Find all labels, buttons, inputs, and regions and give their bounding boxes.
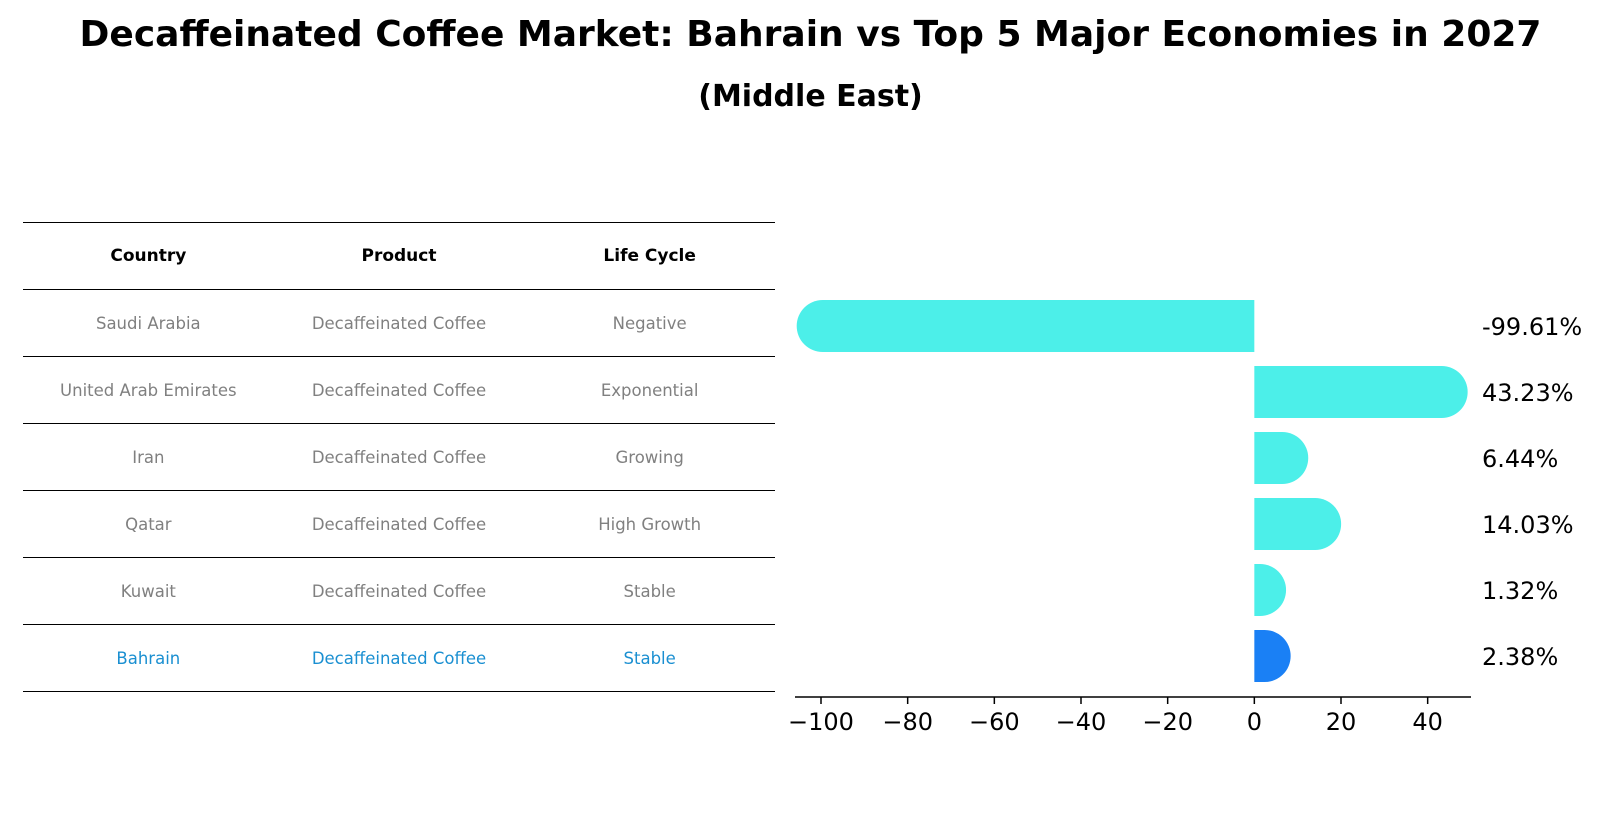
bar-united-arab-emirates	[1254, 366, 1468, 418]
cell-country: Bahrain	[23, 624, 274, 692]
cell-country: Saudi Arabia	[23, 289, 274, 357]
cell-country: Iran	[23, 423, 274, 491]
cell-life-cycle: Growing	[524, 423, 775, 491]
bar-iran	[1254, 432, 1309, 484]
table-row-highlighted: Bahrain Decaffeinated Coffee Stable	[23, 624, 775, 692]
table-row: Iran Decaffeinated Coffee Growing	[23, 423, 775, 491]
table-row: Saudi Arabia Decaffeinated Coffee Negati…	[23, 289, 775, 357]
chart-title: Decaffeinated Coffee Market: Bahrain vs …	[79, 14, 1542, 55]
table-row: United Arab Emirates Decaffeinated Coffe…	[23, 356, 775, 424]
x-tick-label: −40	[1056, 708, 1107, 736]
cell-life-cycle: Exponential	[524, 356, 775, 424]
cell-country: United Arab Emirates	[23, 356, 274, 424]
cell-country: Qatar	[23, 490, 274, 558]
header-life-cycle: Life Cycle	[524, 222, 775, 290]
bar-kuwait	[1254, 564, 1287, 616]
cell-product: Decaffeinated Coffee	[273, 423, 525, 491]
x-tick-label: −60	[969, 708, 1020, 736]
header-country: Country	[23, 222, 274, 290]
cell-life-cycle: Negative	[524, 289, 775, 357]
bar-value-label: 6.44%	[1482, 445, 1558, 473]
cell-life-cycle: Stable	[524, 624, 775, 692]
bar-bahrain	[1254, 630, 1291, 682]
cell-product: Decaffeinated Coffee	[273, 490, 525, 558]
bar-qatar	[1254, 498, 1342, 550]
table-row: Kuwait Decaffeinated Coffee Stable	[23, 557, 775, 625]
bar-value-label: 43.23%	[1482, 379, 1574, 407]
x-tick-label: 20	[1326, 708, 1357, 736]
cell-country: Kuwait	[23, 557, 274, 625]
bar-saudi-arabia	[796, 300, 1255, 352]
x-tick-label: −100	[788, 708, 854, 736]
market-table: Country Product Life Cycle Saudi Arabia …	[23, 222, 775, 692]
x-tick-label: 0	[1247, 708, 1262, 736]
cell-life-cycle: High Growth	[524, 490, 775, 558]
bar-value-label: 14.03%	[1482, 511, 1574, 539]
bar-value-label: 1.32%	[1482, 577, 1558, 605]
cell-product: Decaffeinated Coffee	[273, 356, 525, 424]
bar-value-label: -99.61%	[1482, 313, 1582, 341]
table-row: Qatar Decaffeinated Coffee High Growth	[23, 490, 775, 558]
chart-subtitle: (Middle East)	[698, 79, 923, 114]
x-tick-label: −80	[882, 708, 933, 736]
x-tick-label: 40	[1412, 708, 1443, 736]
cell-product: Decaffeinated Coffee	[273, 289, 525, 357]
cell-product: Decaffeinated Coffee	[273, 624, 525, 692]
table-header-row: Country Product Life Cycle	[23, 222, 775, 290]
cell-life-cycle: Stable	[524, 557, 775, 625]
x-tick-label: −20	[1142, 708, 1193, 736]
bar-value-label: 2.38%	[1482, 643, 1558, 671]
header-product: Product	[273, 222, 525, 290]
